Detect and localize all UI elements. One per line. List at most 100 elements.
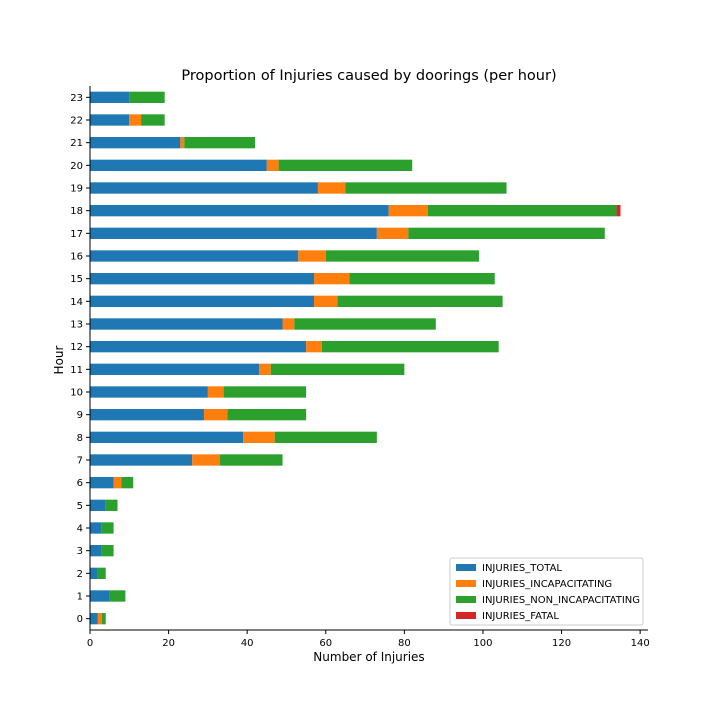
- y-tick-label-12: 12: [70, 342, 83, 353]
- y-tick-label-15: 15: [70, 274, 83, 285]
- bars-group: [90, 91, 621, 625]
- axes-group: 0 20 40 60 80 100 120 1400123456789101112131415…: [70, 86, 650, 649]
- bar-injuries-total-hour-23: [90, 91, 130, 103]
- y-tick-label-5: 5: [77, 501, 83, 512]
- bar-injuries-total-hour-14: [90, 295, 314, 307]
- bar-injuries-incapacitating-hour-8: [243, 431, 275, 443]
- bar-injuries-non-incapacitating-hour-3: [101, 545, 114, 557]
- bar-injuries-total-hour-16: [90, 250, 299, 262]
- legend-label-injuries-incapacitating: INJURIES_INCAPACITATING: [482, 579, 612, 590]
- bar-injuries-incapacitating-hour-9: [203, 409, 228, 421]
- y-tick-label-13: 13: [70, 320, 83, 331]
- bar-injuries-total-hour-15: [90, 273, 314, 285]
- y-tick-label-20: 20: [70, 161, 83, 172]
- bar-injuries-incapacitating-hour-0: [97, 613, 102, 625]
- bar-injuries-non-incapacitating-hour-10: [223, 386, 307, 398]
- bar-injuries-incapacitating-hour-13: [282, 318, 295, 330]
- bar-injuries-total-hour-9: [90, 409, 204, 421]
- y-axis-title: Hour: [52, 345, 66, 374]
- bar-injuries-non-incapacitating-hour-21: [184, 137, 256, 149]
- x-tick-label-60: 60: [319, 638, 332, 649]
- x-tick-label-80: 80: [398, 638, 411, 649]
- y-tick-label-19: 19: [70, 184, 83, 195]
- bar-injuries-incapacitating-hour-20: [266, 159, 279, 171]
- y-tick-label-18: 18: [70, 206, 83, 217]
- bar-injuries-total-hour-20: [90, 159, 267, 171]
- y-tick-label-10: 10: [70, 388, 83, 399]
- bar-injuries-fatal-hour-18: [616, 205, 621, 217]
- legend-swatch-injuries-non-incapacitating: [456, 596, 476, 603]
- legend-swatch-injuries-total: [456, 564, 476, 571]
- x-axis-title: Number of Injuries: [313, 650, 424, 664]
- bar-injuries-incapacitating-hour-11: [258, 363, 271, 375]
- y-tick-label-7: 7: [77, 456, 83, 467]
- y-tick-label-6: 6: [77, 478, 83, 489]
- bar-injuries-incapacitating-hour-10: [207, 386, 224, 398]
- bar-injuries-non-incapacitating-hour-2: [97, 567, 106, 579]
- bar-injuries-non-incapacitating-hour-20: [278, 159, 413, 171]
- bar-injuries-total-hour-11: [90, 363, 259, 375]
- bar-injuries-total-hour-7: [90, 454, 193, 466]
- bar-injuries-total-hour-4: [90, 522, 102, 534]
- y-tick-label-4: 4: [77, 524, 83, 535]
- x-tick-label-0: 0: [87, 638, 93, 649]
- x-tick-label-100: 100: [473, 638, 492, 649]
- y-tick-label-8: 8: [77, 433, 83, 444]
- legend: INJURIES_TOTAL INJURIES_INCAPACITATING INJ…: [449, 557, 644, 626]
- bar-injuries-non-incapacitating-hour-22: [141, 114, 165, 126]
- bar-injuries-incapacitating-hour-16: [298, 250, 326, 262]
- bar-injuries-total-hour-1: [90, 590, 110, 602]
- bar-injuries-non-incapacitating-hour-14: [337, 295, 503, 307]
- bar-injuries-non-incapacitating-hour-15: [349, 273, 495, 285]
- x-tick-label-120: 120: [552, 638, 571, 649]
- bar-injuries-total-hour-21: [90, 137, 181, 149]
- bar-injuries-non-incapacitating-hour-6: [121, 477, 134, 489]
- bar-injuries-non-incapacitating-hour-4: [101, 522, 114, 534]
- y-tick-label-14: 14: [70, 297, 83, 308]
- x-tick-label-20: 20: [162, 638, 175, 649]
- bar-injuries-incapacitating-hour-22: [129, 114, 142, 126]
- bar-injuries-non-incapacitating-hour-19: [345, 182, 507, 194]
- bar-injuries-total-hour-0: [90, 613, 98, 625]
- x-tick-label-40: 40: [241, 638, 254, 649]
- bar-injuries-non-incapacitating-hour-11: [270, 363, 405, 375]
- bar-injuries-non-incapacitating-hour-16: [325, 250, 480, 262]
- bar-injuries-non-incapacitating-hour-23: [129, 91, 165, 103]
- bar-injuries-total-hour-2: [90, 567, 98, 579]
- y-tick-label-9: 9: [77, 410, 83, 421]
- bar-injuries-non-incapacitating-hour-17: [408, 227, 605, 239]
- legend-frame: [449, 557, 644, 626]
- bar-injuries-total-hour-3: [90, 545, 102, 557]
- legend-label-injuries-total: INJURIES_TOTAL: [482, 563, 562, 574]
- bar-injuries-non-incapacitating-hour-5: [105, 499, 118, 511]
- bar-injuries-incapacitating-hour-15: [313, 273, 350, 285]
- y-tick-label-1: 1: [77, 592, 83, 603]
- y-tick-label-21: 21: [70, 138, 83, 149]
- bar-injuries-incapacitating-hour-6: [113, 477, 122, 489]
- y-tick-label-22: 22: [70, 116, 83, 127]
- y-tick-label-17: 17: [70, 229, 83, 240]
- bar-injuries-incapacitating-hour-17: [376, 227, 409, 239]
- bar-injuries-incapacitating-hour-18: [388, 205, 428, 217]
- y-tick-label-23: 23: [70, 93, 83, 104]
- bar-injuries-total-hour-8: [90, 431, 244, 443]
- bar-injuries-incapacitating-hour-19: [317, 182, 346, 194]
- bar-injuries-non-incapacitating-hour-8: [274, 431, 377, 443]
- bar-injuries-incapacitating-hour-21: [180, 137, 185, 149]
- bar-injuries-total-hour-18: [90, 205, 389, 217]
- bar-injuries-total-hour-12: [90, 341, 307, 353]
- bar-injuries-non-incapacitating-hour-13: [294, 318, 436, 330]
- y-tick-label-0: 0: [77, 614, 83, 625]
- legend-swatch-injuries-incapacitating: [456, 580, 476, 587]
- bar-injuries-total-hour-5: [90, 499, 106, 511]
- y-tick-label-2: 2: [77, 569, 83, 580]
- legend-label-injuries-fatal: INJURIES_FATAL: [482, 611, 559, 622]
- bar-injuries-total-hour-22: [90, 114, 130, 126]
- bar-injuries-non-incapacitating-hour-18: [427, 205, 617, 217]
- y-tick-label-16: 16: [70, 252, 83, 263]
- x-tick-label-140: 140: [631, 638, 650, 649]
- bar-injuries-total-hour-10: [90, 386, 208, 398]
- y-tick-label-11: 11: [70, 365, 83, 376]
- bar-injuries-incapacitating-hour-7: [192, 454, 220, 466]
